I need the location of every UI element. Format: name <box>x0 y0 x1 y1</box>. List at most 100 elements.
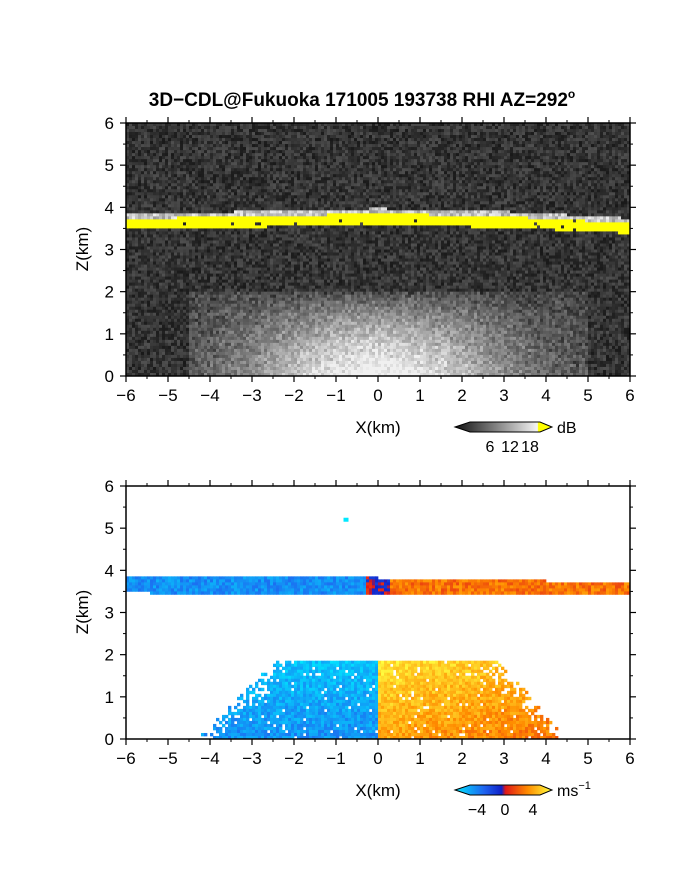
snr-pixel <box>147 147 151 151</box>
snr-pixel <box>210 210 214 214</box>
snr-pixel <box>354 165 358 169</box>
snr-pixel <box>369 123 373 127</box>
snr-pixel <box>393 186 397 190</box>
snr-pixel <box>549 153 553 157</box>
snr-pixel <box>477 123 481 127</box>
snr-pixel <box>471 189 475 193</box>
snr-pixel <box>420 150 424 154</box>
snr-pixel <box>603 126 607 130</box>
snr-pixel <box>498 141 502 145</box>
snr-pixel <box>492 204 496 208</box>
snr-pixel <box>228 177 232 181</box>
snr-pixel <box>264 153 268 157</box>
snr-pixel <box>342 180 346 184</box>
snr-pixel <box>300 177 304 181</box>
snr-pixel <box>177 180 181 184</box>
snr-pixel <box>624 195 628 199</box>
snr-pixel <box>546 144 550 148</box>
snr-pixel <box>300 180 304 184</box>
snr-pixel <box>180 144 184 148</box>
snr-pixel <box>327 165 331 169</box>
snr-pixel <box>606 135 610 139</box>
snr-pixel <box>573 129 577 133</box>
snr-pixel <box>543 153 547 157</box>
snr-pixel <box>525 204 529 208</box>
snr-pixel <box>264 135 268 139</box>
snr-pixel <box>627 204 630 208</box>
snr-pixel <box>513 123 517 127</box>
snr-pixel <box>183 153 187 157</box>
snr-pixel <box>246 129 250 133</box>
snr-pixel <box>519 129 523 133</box>
snr-pixel <box>498 168 502 172</box>
snr-pixel <box>342 150 346 154</box>
snr-pixel <box>507 126 511 130</box>
snr-pixel <box>210 198 214 202</box>
snr-pixel <box>183 195 187 199</box>
snr-pixel <box>261 177 265 181</box>
snr-pixel <box>444 141 448 145</box>
snr-pixel <box>447 168 451 172</box>
snr-pixel <box>282 129 286 133</box>
snr-pixel <box>492 135 496 139</box>
snr-pixel <box>132 207 136 211</box>
snr-pixel <box>168 201 172 205</box>
snr-pixel <box>291 201 295 205</box>
snr-pixel <box>597 189 601 193</box>
snr-pixel <box>417 138 421 142</box>
snr-pixel <box>618 207 622 211</box>
snr-pixel <box>519 189 523 193</box>
snr-pixel <box>324 132 328 136</box>
snr-pixel <box>363 171 367 175</box>
snr-pixel <box>585 156 589 160</box>
snr-pixel <box>243 183 247 187</box>
snr-pixel <box>591 183 595 187</box>
snr-pixel <box>513 192 517 196</box>
snr-pixel <box>516 177 520 181</box>
snr-pixel <box>378 126 382 130</box>
snr-pixel <box>462 135 466 139</box>
snr-pixel <box>150 147 154 151</box>
snr-pixel <box>573 180 577 184</box>
snr-pixel <box>189 177 193 181</box>
snr-pixel <box>354 171 358 175</box>
snr-pixel <box>513 129 517 133</box>
snr-pixel <box>543 180 547 184</box>
snr-pixel <box>501 165 505 169</box>
snr-pixel <box>228 138 232 142</box>
snr-pixel <box>171 156 175 160</box>
snr-pixel <box>531 207 535 211</box>
snr-pixel <box>435 150 439 154</box>
snr-pixel <box>258 180 262 184</box>
snr-pixel <box>603 171 607 175</box>
snr-pixel <box>417 177 421 181</box>
snr-pixel <box>498 153 502 157</box>
snr-pixel <box>513 138 517 142</box>
snr-pixel <box>207 162 211 166</box>
snr-pixel <box>450 165 454 169</box>
snr-pixel <box>228 183 232 187</box>
snr-pixel <box>303 165 307 169</box>
snr-pixel <box>402 156 406 160</box>
snr-pixel <box>150 201 154 205</box>
snr-pixel <box>315 195 319 199</box>
snr-pixel <box>531 159 535 163</box>
snr-pixel <box>429 207 433 211</box>
snr-pixel <box>588 201 592 205</box>
snr-pixel <box>333 162 337 166</box>
snr-pixel <box>402 198 406 202</box>
snr-pixel <box>348 189 352 193</box>
snr-pixel <box>195 180 199 184</box>
snr-pixel <box>591 138 595 142</box>
snr-pixel <box>462 204 466 208</box>
snr-pixel <box>408 132 412 136</box>
snr-pixel <box>174 141 178 145</box>
snr-pixel <box>516 153 520 157</box>
snr-pixel <box>612 165 616 169</box>
snr-pixel <box>627 123 630 127</box>
snr-pixel <box>165 201 169 205</box>
snr-pixel <box>384 129 388 133</box>
snr-pixel <box>468 210 472 214</box>
snr-pixel <box>615 204 619 208</box>
snr-pixel <box>417 195 421 199</box>
